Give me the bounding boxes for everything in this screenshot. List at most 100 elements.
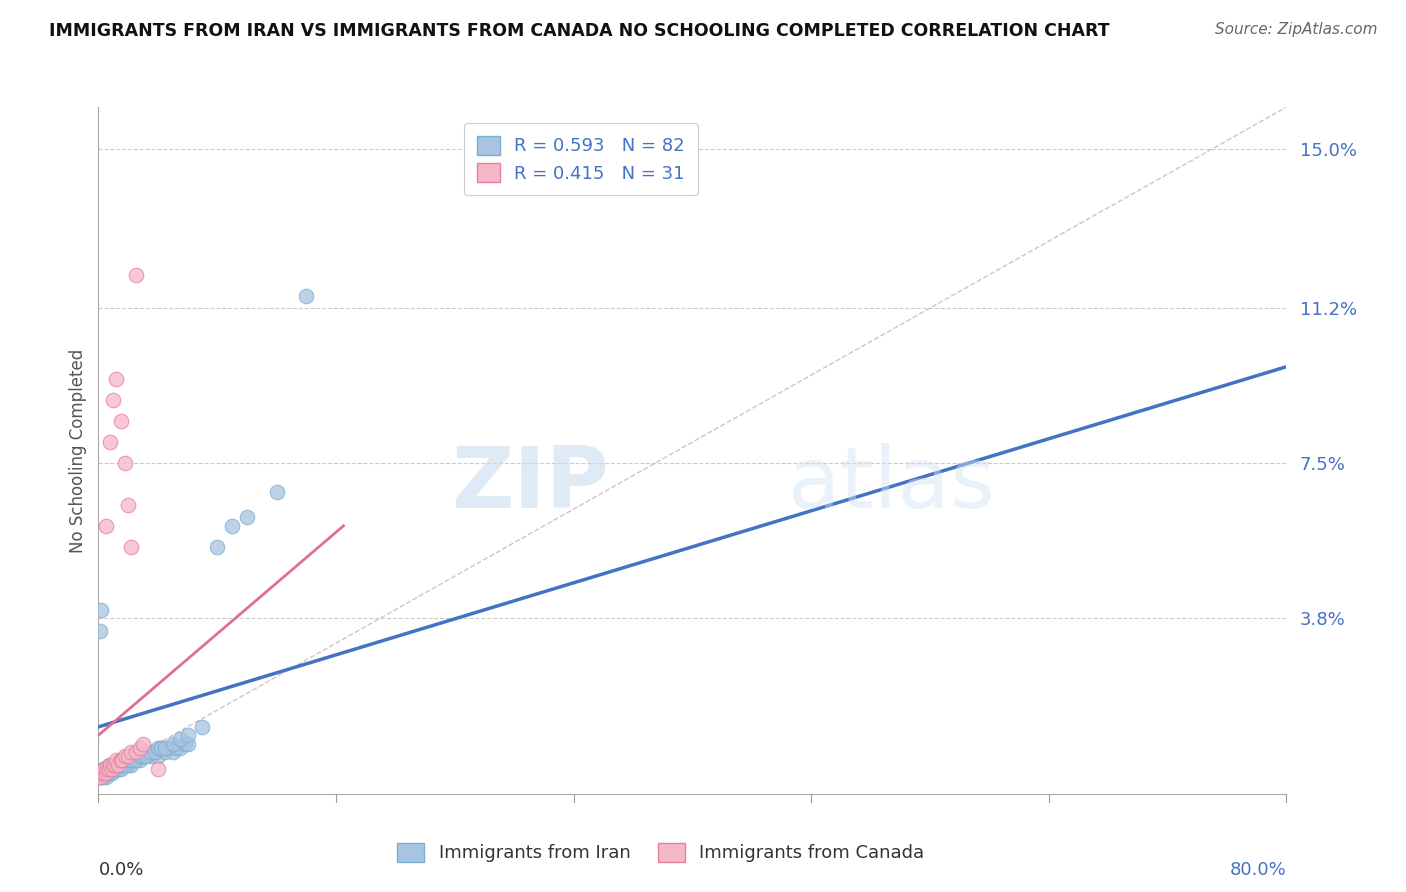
Point bbox=[91, 766, 114, 780]
Point bbox=[93, 762, 115, 776]
Point bbox=[105, 753, 128, 767]
Point bbox=[124, 268, 146, 282]
Point bbox=[111, 753, 134, 767]
Point bbox=[169, 740, 191, 755]
Legend: R = 0.593   N = 82, R = 0.415   N = 31: R = 0.593 N = 82, R = 0.415 N = 31 bbox=[464, 123, 697, 195]
Point bbox=[155, 745, 177, 759]
Point bbox=[94, 519, 117, 533]
Point bbox=[110, 753, 132, 767]
Point bbox=[120, 540, 142, 554]
Point bbox=[110, 762, 132, 776]
Point bbox=[104, 757, 127, 772]
Point bbox=[149, 740, 172, 755]
Text: atlas: atlas bbox=[787, 443, 995, 526]
Point bbox=[124, 753, 146, 767]
Point bbox=[149, 740, 172, 755]
Point bbox=[120, 745, 142, 759]
Point bbox=[162, 745, 184, 759]
Point bbox=[89, 770, 111, 784]
Point bbox=[124, 753, 146, 767]
Point bbox=[125, 749, 148, 764]
Point bbox=[118, 753, 141, 767]
Point bbox=[117, 749, 139, 764]
Point bbox=[132, 749, 155, 764]
Point bbox=[103, 757, 125, 772]
Point bbox=[143, 745, 166, 759]
Point bbox=[91, 770, 114, 784]
Point bbox=[176, 728, 198, 742]
Point bbox=[97, 762, 120, 776]
Point bbox=[97, 766, 120, 780]
Point bbox=[129, 749, 152, 764]
Point bbox=[111, 757, 134, 772]
Point bbox=[146, 740, 169, 755]
Point bbox=[138, 745, 160, 759]
Point bbox=[146, 749, 169, 764]
Point bbox=[101, 757, 124, 772]
Point bbox=[107, 762, 129, 776]
Point bbox=[114, 757, 136, 772]
Point bbox=[108, 757, 131, 772]
Point bbox=[101, 762, 124, 776]
Point bbox=[105, 757, 128, 772]
Point bbox=[173, 737, 195, 751]
Point bbox=[120, 757, 142, 772]
Text: 0.0%: 0.0% bbox=[98, 861, 143, 879]
Point bbox=[110, 753, 132, 767]
Point bbox=[110, 414, 132, 428]
Point bbox=[155, 740, 177, 755]
Point bbox=[91, 766, 114, 780]
Point bbox=[135, 749, 157, 764]
Point bbox=[162, 737, 184, 751]
Point bbox=[90, 602, 112, 616]
Point bbox=[93, 762, 115, 776]
Point bbox=[169, 732, 191, 747]
Point bbox=[89, 624, 111, 638]
Point bbox=[98, 766, 121, 780]
Point bbox=[94, 770, 117, 784]
Point bbox=[117, 753, 139, 767]
Point bbox=[98, 762, 121, 776]
Point bbox=[295, 288, 318, 302]
Point bbox=[207, 540, 229, 554]
Point bbox=[107, 757, 129, 772]
Point bbox=[98, 435, 121, 450]
Point bbox=[266, 485, 288, 500]
Point bbox=[97, 762, 120, 776]
Point bbox=[129, 753, 152, 767]
Point bbox=[139, 745, 162, 759]
Point bbox=[93, 766, 115, 780]
Point bbox=[114, 749, 136, 764]
Point bbox=[90, 766, 112, 780]
Point bbox=[132, 749, 155, 764]
Point bbox=[91, 762, 114, 776]
Point bbox=[141, 749, 163, 764]
Point bbox=[97, 757, 120, 772]
Text: Source: ZipAtlas.com: Source: ZipAtlas.com bbox=[1215, 22, 1378, 37]
Point bbox=[96, 762, 118, 776]
Point bbox=[105, 757, 128, 772]
Point bbox=[96, 766, 118, 780]
Y-axis label: No Schooling Completed: No Schooling Completed bbox=[69, 349, 87, 552]
Point bbox=[121, 753, 143, 767]
Text: ZIP: ZIP bbox=[451, 443, 609, 526]
Point bbox=[96, 766, 118, 780]
Point bbox=[132, 737, 155, 751]
Point bbox=[101, 766, 124, 780]
Point bbox=[98, 757, 121, 772]
Point bbox=[117, 498, 139, 512]
Point bbox=[236, 510, 259, 524]
Point bbox=[104, 762, 127, 776]
Point bbox=[191, 720, 214, 734]
Point bbox=[93, 766, 115, 780]
Point bbox=[98, 762, 121, 776]
Point bbox=[129, 740, 152, 755]
Point bbox=[146, 762, 169, 776]
Point bbox=[114, 456, 136, 470]
Point bbox=[176, 737, 198, 751]
Point bbox=[124, 745, 146, 759]
Point bbox=[105, 372, 128, 386]
Point bbox=[94, 766, 117, 780]
Point bbox=[90, 770, 112, 784]
Point bbox=[135, 749, 157, 764]
